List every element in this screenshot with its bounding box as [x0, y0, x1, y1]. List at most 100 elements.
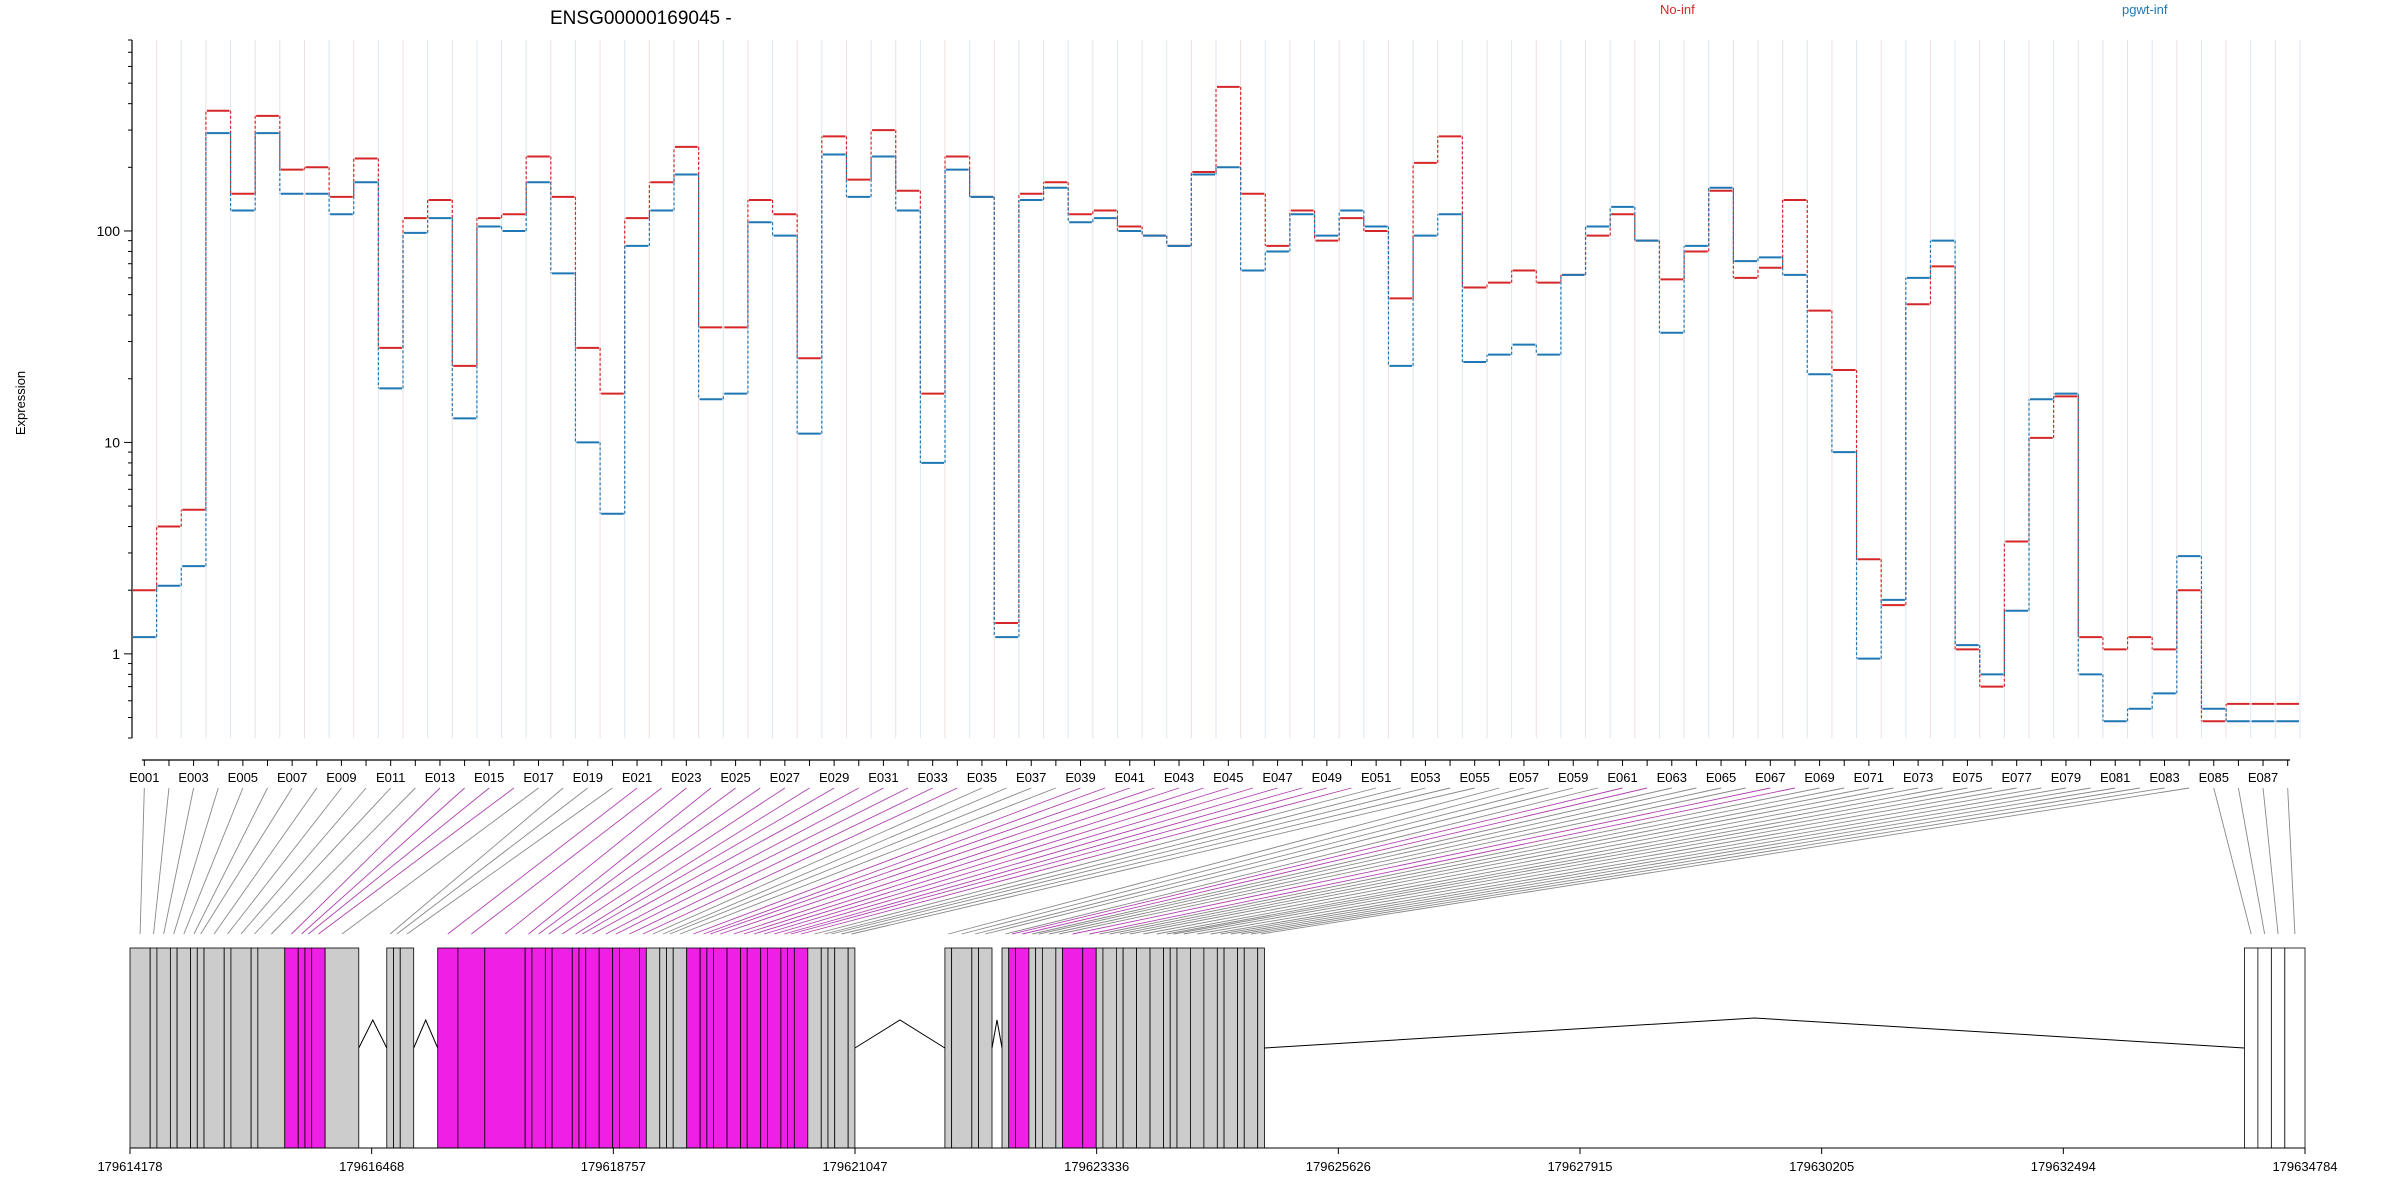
exon-connector — [538, 787, 736, 935]
exon-block — [1149, 947, 1164, 1149]
exon-connector — [642, 787, 958, 935]
exon-block — [699, 947, 708, 1149]
exon-connector — [389, 787, 564, 935]
exon-connector — [396, 787, 589, 935]
exon-block — [2284, 947, 2306, 1149]
intron-line — [358, 1018, 388, 1049]
exon-connectors — [139, 787, 2296, 935]
x-tick-label: E079 — [2051, 770, 2081, 785]
exon-block — [1015, 947, 1030, 1149]
x-tick-label: E021 — [622, 770, 652, 785]
coordinate-label: 179616468 — [339, 1159, 404, 1174]
exon-connector — [1005, 787, 1598, 935]
exon-block — [834, 947, 849, 1149]
exon-block — [1008, 947, 1016, 1149]
intron-line — [854, 1019, 946, 1049]
coordinate-label: 179621047 — [822, 1159, 887, 1174]
y-axis: 1 10 100 — [97, 39, 133, 739]
exon-connector — [800, 787, 1352, 935]
exon-block — [484, 947, 526, 1149]
exon-block — [1062, 947, 1084, 1149]
exon-connector — [1261, 787, 2190, 935]
exon-connector — [753, 787, 1229, 935]
exon-block — [944, 947, 953, 1149]
coordinate-label: 179630205 — [1789, 1159, 1854, 1174]
exon-block — [1243, 947, 1259, 1149]
exon-connector — [720, 787, 1155, 935]
exon-block — [386, 947, 394, 1149]
exon-block — [399, 947, 415, 1149]
exon-connector — [851, 787, 1475, 935]
exon-block — [196, 947, 205, 1149]
x-tick-label: E043 — [1164, 770, 1194, 785]
exon-block — [1163, 947, 1171, 1149]
exon-block — [1035, 947, 1043, 1149]
exon-block — [793, 947, 809, 1149]
coordinate-label: 179618757 — [581, 1159, 646, 1174]
x-tick-label: E067 — [1755, 770, 1785, 785]
exon-connector — [1129, 787, 1894, 935]
x-tick-label: E053 — [1410, 770, 1440, 785]
exon-connector — [1156, 787, 1943, 935]
exon-block — [1082, 947, 1097, 1149]
exon-connector — [1072, 787, 1771, 935]
exon-block — [524, 947, 533, 1149]
exon-block — [129, 947, 151, 1149]
intron-line — [413, 1018, 439, 1049]
exon-block — [1001, 947, 1010, 1149]
exon-connector — [710, 787, 1130, 935]
x-tick-label: E029 — [819, 770, 849, 785]
exon-connector — [254, 787, 392, 935]
exon-block — [1257, 947, 1265, 1149]
exon-block — [169, 947, 178, 1149]
exon-connector — [824, 787, 1401, 935]
exon-block — [2244, 947, 2259, 1149]
exon-block — [250, 947, 259, 1149]
exon-block — [1203, 947, 1218, 1149]
exon-block — [666, 947, 674, 1149]
x-tick-label: E037 — [1016, 770, 1046, 785]
exon-block — [230, 947, 252, 1149]
exon-connector — [1032, 787, 1672, 935]
y-tick-label: 1 — [112, 646, 120, 662]
exon-connector — [561, 787, 786, 935]
x-axis: E001 E003 E005 E007 E009 E011 E013 E015 E017 E019… — [129, 759, 2290, 785]
x-tick-label: E007 — [277, 770, 307, 785]
exon-connector — [471, 787, 662, 935]
x-tick-label: E033 — [917, 770, 947, 785]
y-tick-label: 10 — [104, 434, 120, 450]
exon-connector — [679, 787, 1057, 935]
exon-connector — [270, 787, 416, 935]
x-tick-label: E027 — [770, 770, 800, 785]
x-tick-label: E011 — [376, 770, 405, 785]
exon-block — [740, 947, 748, 1149]
x-tick-label: E047 — [1262, 770, 1292, 785]
x-tick-label: E023 — [671, 770, 701, 785]
exon-connector — [301, 787, 465, 935]
exon-connector — [652, 787, 983, 935]
exon-connector — [2213, 787, 2252, 935]
exon-block — [618, 947, 640, 1149]
exon-block — [767, 947, 782, 1149]
exon-block — [311, 947, 326, 1149]
exon-connector — [1109, 787, 1845, 935]
x-tick-label: E063 — [1657, 770, 1687, 785]
exon-connector — [615, 787, 909, 935]
exon-connector — [582, 787, 835, 935]
exon-connector — [1250, 787, 2165, 935]
exon-connector — [1197, 787, 2042, 935]
exon-block — [304, 947, 313, 1149]
exon-block — [1055, 947, 1063, 1149]
exon-block — [726, 947, 741, 1149]
exon-connector — [703, 787, 1106, 935]
exon-block — [156, 947, 171, 1149]
exon-block — [807, 947, 822, 1149]
x-tick-label: E075 — [1952, 770, 1982, 785]
exon-block — [713, 947, 728, 1149]
exon-block — [612, 947, 620, 1149]
exon-connector — [308, 787, 490, 935]
exon-connector — [575, 787, 810, 935]
exon-block — [203, 947, 225, 1149]
exon-connector — [1240, 787, 2140, 935]
x-tick-label: E013 — [425, 770, 455, 785]
